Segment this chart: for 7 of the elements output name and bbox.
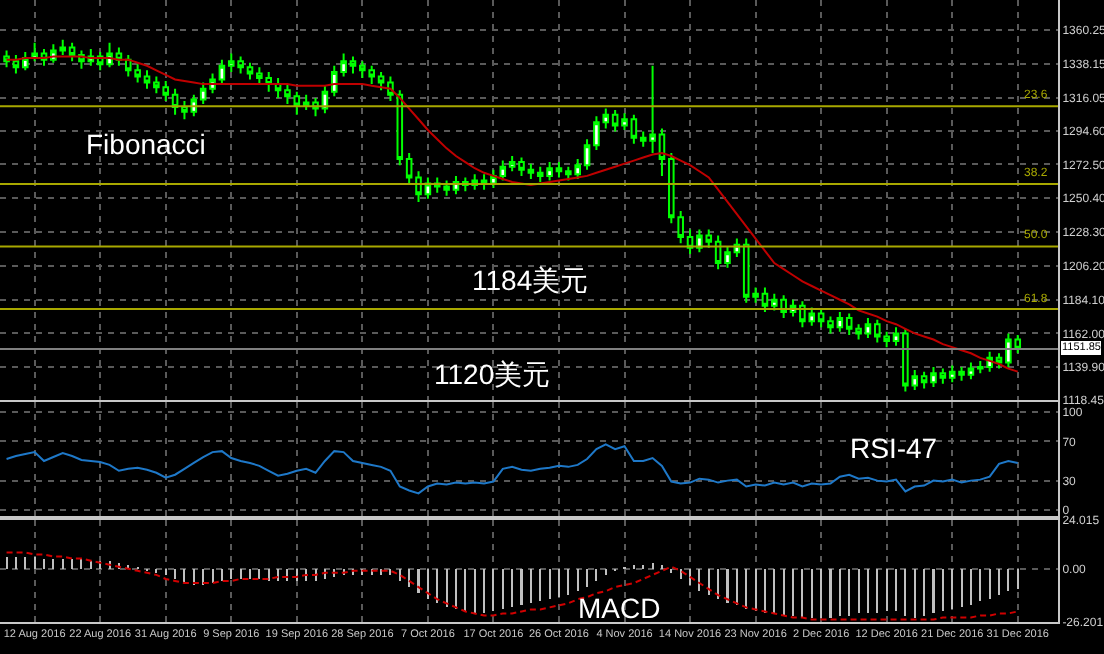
candlestick (21, 51, 29, 72)
annotation: 1120美元 (434, 358, 551, 390)
annotation: RSI-47 (850, 432, 938, 464)
line-series (5, 551, 1019, 621)
annotation: 1184美元 (472, 264, 589, 296)
annotation: Fibonacci (86, 128, 206, 160)
annotation: MACD (578, 592, 661, 624)
